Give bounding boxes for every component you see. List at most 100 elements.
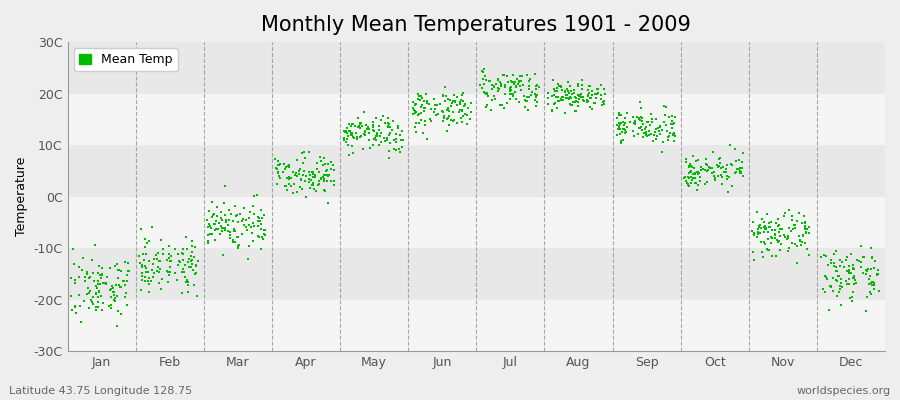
Point	[667, 120, 681, 126]
Point	[252, 234, 266, 240]
Point	[723, 142, 737, 148]
Point	[799, 228, 814, 235]
Point	[693, 178, 707, 184]
Point	[770, 236, 784, 243]
Point	[181, 282, 195, 288]
Point	[207, 237, 221, 243]
Point	[549, 94, 563, 101]
Point	[115, 278, 130, 284]
Point	[268, 165, 283, 171]
Point	[147, 256, 161, 262]
Point	[508, 96, 523, 102]
Point	[440, 127, 454, 134]
Point	[303, 184, 318, 191]
Point	[474, 68, 489, 74]
Point	[318, 172, 332, 178]
Point	[563, 94, 578, 101]
Point	[68, 280, 82, 286]
Point	[317, 171, 331, 178]
Point	[685, 177, 699, 183]
Point	[505, 79, 519, 85]
Point	[284, 183, 298, 190]
Point	[567, 98, 581, 105]
Point	[842, 263, 856, 270]
Point	[504, 84, 518, 91]
Point	[419, 98, 434, 105]
Point	[581, 92, 596, 98]
Point	[734, 164, 749, 171]
Point	[655, 149, 670, 155]
Point	[817, 273, 832, 280]
Point	[799, 230, 814, 236]
Point	[764, 219, 778, 225]
Point	[565, 90, 580, 97]
Point	[323, 158, 338, 165]
Point	[528, 103, 543, 109]
Point	[853, 259, 868, 265]
Point	[564, 102, 579, 108]
Point	[409, 109, 423, 115]
Point	[662, 133, 677, 139]
Point	[208, 220, 222, 227]
Point	[864, 244, 878, 251]
Point	[369, 115, 383, 121]
Point	[217, 200, 231, 207]
Point	[120, 278, 134, 284]
Point	[151, 264, 166, 270]
Point	[855, 254, 869, 260]
Point	[302, 179, 317, 185]
Point	[493, 79, 508, 85]
Point	[98, 280, 112, 286]
Point	[351, 115, 365, 122]
Point	[108, 294, 122, 301]
Point	[187, 254, 202, 260]
Legend: Mean Temp: Mean Temp	[74, 48, 178, 71]
Point	[833, 280, 848, 287]
Point	[216, 252, 230, 258]
Point	[656, 103, 670, 109]
Point	[594, 92, 608, 98]
Point	[211, 226, 225, 232]
Point	[824, 283, 838, 289]
Point	[256, 227, 271, 233]
Point	[104, 286, 118, 292]
Point	[751, 230, 765, 237]
Point	[90, 285, 104, 292]
Point	[681, 174, 696, 180]
Point	[754, 249, 769, 256]
Point	[795, 239, 809, 245]
Point	[865, 282, 879, 288]
Point	[341, 133, 356, 139]
Point	[661, 137, 675, 143]
Point	[716, 164, 731, 170]
Point	[701, 163, 716, 170]
Point	[231, 245, 246, 251]
Point	[689, 186, 704, 193]
Point	[229, 228, 243, 234]
Point	[417, 97, 431, 104]
Point	[634, 115, 649, 121]
Point	[591, 90, 606, 96]
Point	[773, 233, 788, 240]
Point	[271, 162, 285, 168]
Point	[765, 253, 779, 260]
Point	[208, 227, 222, 233]
Point	[832, 288, 847, 295]
Point	[598, 91, 612, 98]
Point	[728, 169, 742, 176]
Point	[576, 97, 590, 103]
Point	[699, 162, 714, 168]
Point	[627, 121, 642, 128]
Point	[238, 217, 253, 224]
Point	[222, 206, 237, 213]
Point	[790, 260, 805, 266]
Point	[151, 280, 166, 286]
Point	[213, 214, 228, 221]
Point	[481, 101, 495, 108]
Point	[119, 289, 133, 296]
Point	[760, 246, 774, 252]
Point	[656, 139, 670, 145]
Point	[688, 175, 703, 182]
Point	[529, 86, 544, 92]
Point	[141, 281, 156, 287]
